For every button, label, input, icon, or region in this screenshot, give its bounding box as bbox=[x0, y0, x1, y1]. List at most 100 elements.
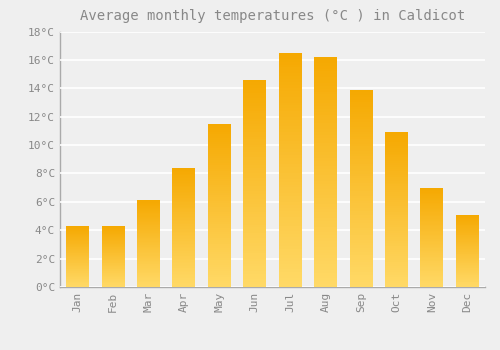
Bar bbox=[208, 238, 231, 240]
Bar bbox=[385, 175, 408, 177]
Bar bbox=[244, 204, 266, 207]
Bar bbox=[314, 89, 337, 92]
Bar bbox=[314, 92, 337, 94]
Bar bbox=[314, 181, 337, 183]
Bar bbox=[314, 201, 337, 204]
Bar bbox=[278, 155, 301, 158]
Bar bbox=[172, 266, 196, 268]
Bar bbox=[385, 254, 408, 256]
Bar bbox=[314, 250, 337, 252]
Bar bbox=[66, 267, 89, 268]
Bar bbox=[208, 283, 231, 285]
Bar bbox=[172, 276, 196, 278]
Bar bbox=[66, 256, 89, 257]
Bar bbox=[314, 129, 337, 132]
Bar bbox=[172, 232, 196, 233]
Bar bbox=[102, 226, 124, 227]
Bar bbox=[66, 250, 89, 251]
Bar bbox=[350, 134, 372, 136]
Bar bbox=[456, 229, 479, 230]
Bar bbox=[278, 188, 301, 190]
Bar bbox=[102, 230, 124, 231]
Bar bbox=[420, 232, 444, 233]
Bar bbox=[244, 95, 266, 98]
Bar bbox=[314, 94, 337, 97]
Bar bbox=[102, 262, 124, 263]
Bar bbox=[66, 236, 89, 237]
Bar bbox=[278, 64, 301, 68]
Bar bbox=[420, 233, 444, 235]
Bar bbox=[137, 271, 160, 272]
Bar bbox=[66, 246, 89, 247]
Bar bbox=[278, 129, 301, 132]
Bar bbox=[420, 225, 444, 226]
Bar bbox=[278, 68, 301, 70]
Bar bbox=[244, 196, 266, 199]
Bar bbox=[420, 229, 444, 230]
Bar bbox=[420, 237, 444, 239]
Bar bbox=[172, 263, 196, 265]
Bar bbox=[172, 195, 196, 196]
Bar bbox=[314, 267, 337, 270]
Bar bbox=[314, 97, 337, 100]
Bar bbox=[278, 85, 301, 88]
Bar bbox=[278, 243, 301, 246]
Bar bbox=[66, 253, 89, 254]
Bar bbox=[244, 88, 266, 90]
Bar bbox=[137, 285, 160, 286]
Bar bbox=[456, 242, 479, 243]
Bar bbox=[314, 247, 337, 250]
Bar bbox=[456, 225, 479, 226]
Bar bbox=[208, 193, 231, 195]
Bar bbox=[208, 128, 231, 130]
Bar bbox=[244, 155, 266, 158]
Bar bbox=[137, 284, 160, 285]
Bar bbox=[66, 258, 89, 259]
Bar bbox=[385, 154, 408, 155]
Bar bbox=[244, 176, 266, 178]
Bar bbox=[244, 150, 266, 152]
Bar bbox=[172, 218, 196, 220]
Bar bbox=[278, 229, 301, 231]
Bar bbox=[244, 240, 266, 243]
Bar bbox=[385, 229, 408, 231]
Bar bbox=[244, 111, 266, 113]
Bar bbox=[244, 272, 266, 274]
Bar bbox=[420, 194, 444, 195]
Title: Average monthly temperatures (°C ) in Caldicot: Average monthly temperatures (°C ) in Ca… bbox=[80, 9, 465, 23]
Bar bbox=[350, 191, 372, 193]
Bar bbox=[137, 254, 160, 256]
Bar bbox=[420, 204, 444, 205]
Bar bbox=[172, 280, 196, 281]
Bar bbox=[420, 277, 444, 278]
Bar bbox=[172, 208, 196, 210]
Bar bbox=[172, 190, 196, 191]
Bar bbox=[420, 211, 444, 212]
Bar bbox=[244, 269, 266, 272]
Bar bbox=[420, 206, 444, 208]
Bar bbox=[137, 218, 160, 219]
Bar bbox=[208, 216, 231, 218]
Bar bbox=[208, 269, 231, 271]
Bar bbox=[314, 158, 337, 161]
Bar bbox=[102, 252, 124, 253]
Bar bbox=[102, 237, 124, 238]
Bar bbox=[137, 265, 160, 266]
Bar bbox=[208, 136, 231, 138]
Bar bbox=[420, 199, 444, 200]
Bar bbox=[172, 254, 196, 256]
Bar bbox=[66, 261, 89, 262]
Bar bbox=[208, 209, 231, 211]
Bar bbox=[314, 109, 337, 112]
Bar bbox=[278, 158, 301, 161]
Bar bbox=[314, 100, 337, 103]
Bar bbox=[314, 74, 337, 77]
Bar bbox=[350, 247, 372, 250]
Bar bbox=[314, 183, 337, 187]
Bar bbox=[208, 146, 231, 148]
Bar bbox=[244, 186, 266, 189]
Bar bbox=[102, 260, 124, 261]
Bar bbox=[350, 201, 372, 203]
Bar bbox=[172, 257, 196, 259]
Bar bbox=[137, 245, 160, 246]
